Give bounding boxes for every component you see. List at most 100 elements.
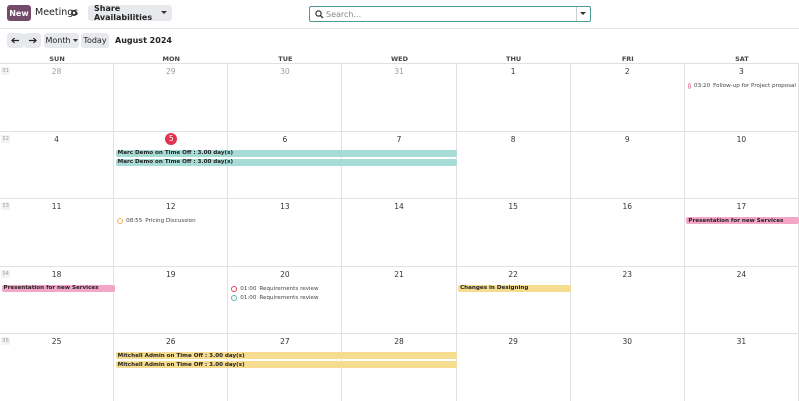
day-cell[interactable]: 21 — [342, 265, 457, 334]
day-cell[interactable]: 19 — [114, 265, 229, 334]
day-cell[interactable]: 31 — [684, 333, 799, 401]
event-bar[interactable]: Mitchell Admin on Time Off : 3.00 day(s) — [115, 361, 458, 369]
event-title: Requirements review — [259, 294, 319, 301]
day-cell[interactable]: 3 — [684, 63, 799, 131]
day-cell[interactable]: 24 — [684, 265, 799, 334]
event-bar[interactable]: Marc Demo on Time Off : 3.00 day(s) — [115, 158, 458, 166]
event-item[interactable]: 03:20 Follow-up for Project proposal — [687, 82, 796, 90]
day-number: 30 — [280, 67, 290, 76]
weekday-label: WED — [390, 55, 408, 63]
day-cell[interactable]: 8 — [456, 130, 571, 199]
share-button[interactable]: Share Availabilities — [88, 4, 172, 22]
day-cell[interactable]: 30 — [570, 333, 685, 401]
event-item[interactable]: 01:00 Requirements review — [231, 294, 339, 302]
day-cell[interactable]: 29 — [114, 63, 229, 131]
next-button[interactable] — [24, 33, 41, 48]
event-time: 01:00 — [240, 294, 257, 301]
day-number: 18 — [51, 269, 62, 279]
caret — [72, 39, 78, 42]
week-number: 35 — [1, 337, 10, 346]
event-bar[interactable]: Mitchell Admin on Time Off : 3.00 day(s) — [115, 352, 458, 360]
day-number: 10 — [736, 134, 747, 144]
day-number: 20 — [280, 269, 290, 279]
day-cell[interactable]: 4 32 — [0, 130, 115, 199]
day-cell[interactable]: 29 — [456, 333, 571, 401]
weekday-label: SUN — [49, 55, 65, 63]
event-dot — [231, 294, 238, 301]
day-cell[interactable]: 9 — [570, 130, 685, 199]
day-number: 14 — [394, 202, 404, 212]
share-label: Share Availabilities — [94, 4, 153, 22]
event-title: Marc Demo on Time Off : 3.00 day(s) — [117, 150, 233, 157]
event-bar[interactable]: Presentation for new Services — [686, 217, 799, 225]
weekday-label: THU — [506, 55, 522, 63]
day-cell[interactable]: 25 35 — [0, 333, 115, 401]
gear-icon[interactable] — [70, 9, 78, 17]
day-number: 4 — [54, 134, 59, 144]
event-item[interactable]: 01:00 Requirements review — [231, 285, 339, 293]
day-number: 24 — [736, 269, 747, 279]
new-label: New — [9, 8, 29, 18]
day-cell[interactable]: 17 — [684, 198, 799, 266]
day-cell[interactable]: 11 33 — [0, 198, 115, 266]
event-title: Presentation for new Services — [688, 217, 784, 224]
day-cell[interactable]: 14 — [342, 198, 457, 266]
weekday-label: SAT — [735, 55, 749, 63]
today-button[interactable]: Today — [81, 33, 109, 48]
weekday-label: FRI — [621, 55, 634, 63]
today-badge: 5 — [165, 132, 178, 145]
week-number: 33 — [1, 202, 10, 211]
day-number: 26 — [165, 337, 176, 347]
day-number: 23 — [622, 269, 633, 279]
day-number: 2 — [624, 67, 630, 76]
period-label: August 2024 — [115, 36, 172, 45]
day-cell[interactable]: 16 — [570, 198, 685, 266]
day-number: 16 — [622, 202, 633, 212]
caret — [580, 12, 586, 15]
day-cell[interactable]: 13 — [228, 198, 343, 266]
day-number: 12 — [165, 202, 176, 212]
event-item[interactable]: 08:55 Pricing Discussion — [117, 217, 225, 225]
prev-button[interactable] — [7, 33, 24, 48]
search-box[interactable]: Search... — [309, 6, 591, 22]
day-cell[interactable]: 22 — [456, 265, 571, 334]
day-cell[interactable]: 10 — [684, 130, 799, 199]
day-cell[interactable]: 30 — [228, 63, 343, 131]
event-title: Marc Demo on Time Off : 3.00 day(s) — [117, 159, 233, 166]
day-cell[interactable]: 23 — [570, 265, 685, 334]
new-button[interactable]: New — [7, 5, 31, 21]
day-cell[interactable]: 20 — [228, 265, 343, 334]
day-cell[interactable]: 18 34 — [0, 265, 115, 334]
event-title: Follow-up for Project proposal — [713, 83, 796, 89]
day-number: 29 — [508, 337, 518, 347]
week-number: 34 — [1, 269, 10, 278]
event-title: Presentation for new Services — [3, 285, 99, 292]
event-title: Requirements review — [259, 285, 319, 292]
caret — [161, 11, 167, 14]
event-bar[interactable]: Presentation for new Services — [1, 284, 115, 292]
day-cell[interactable]: 1 — [456, 63, 571, 131]
week-number: 31 — [1, 67, 10, 75]
event-bar[interactable]: Changes in Designing — [458, 284, 572, 292]
day-cell[interactable]: 2 — [570, 63, 685, 131]
event-time: 03:20 — [694, 83, 711, 89]
event-bar[interactable]: Marc Demo on Time Off : 3.00 day(s) — [115, 149, 458, 157]
day-cell[interactable]: 31 — [342, 63, 457, 131]
day-number: 15 — [508, 202, 518, 212]
divider — [0, 28, 799, 29]
search-toggle[interactable] — [576, 7, 590, 21]
day-cell[interactable]: 28 31 — [0, 63, 115, 131]
day-cell[interactable]: 12 — [114, 198, 229, 266]
view-label: Month — [45, 36, 71, 45]
view-button[interactable]: Month — [44, 33, 79, 48]
day-number: 8 — [510, 134, 516, 144]
day-number: 21 — [394, 269, 404, 279]
app-title: Meetings — [35, 7, 79, 18]
day-number: 30 — [622, 337, 633, 347]
event-dot — [687, 83, 692, 89]
day-number: 19 — [165, 269, 176, 279]
day-cell[interactable]: 15 — [456, 198, 571, 266]
day-number: 3 — [739, 67, 744, 76]
week-number: 32 — [1, 134, 10, 143]
